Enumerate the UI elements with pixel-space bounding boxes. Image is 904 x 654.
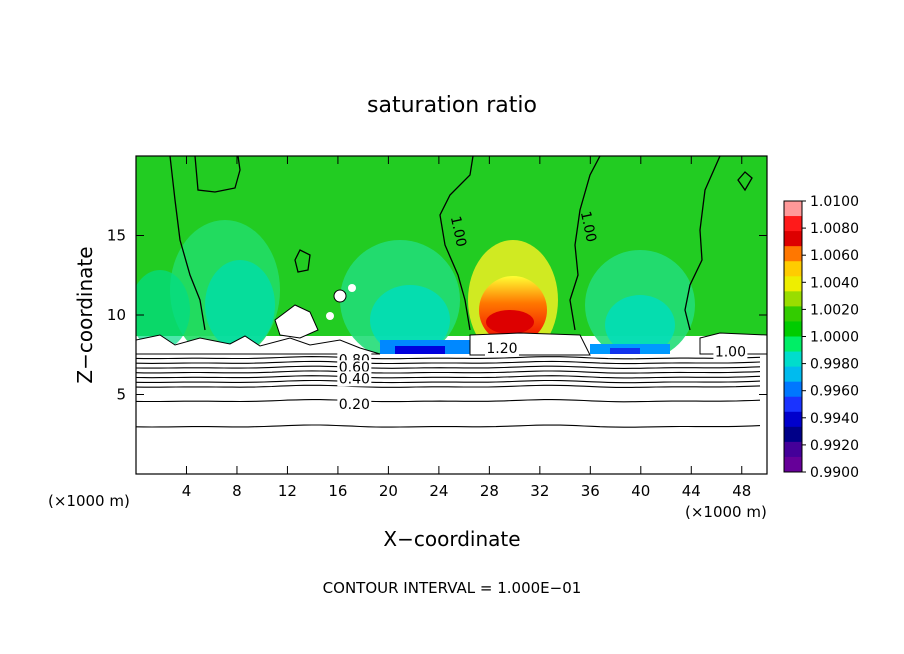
heatmap-cyan-zone bbox=[205, 260, 275, 350]
contour-line bbox=[135, 356, 761, 360]
contour-line-1.00 bbox=[169, 156, 206, 331]
colorbar-band bbox=[784, 231, 802, 247]
contour-label: 1.00 bbox=[577, 210, 599, 244]
colorbar-band bbox=[784, 441, 802, 458]
contour-line-1.00 bbox=[194, 156, 241, 193]
x-tick-label: 44 bbox=[682, 482, 701, 500]
contour-label-bg bbox=[713, 344, 748, 360]
colorbar-label: 1.0100 bbox=[810, 194, 859, 210]
contour-line bbox=[135, 365, 761, 369]
heatmap-cyan-zone bbox=[605, 295, 675, 355]
colorbar-band bbox=[784, 321, 802, 337]
colorbar-band bbox=[784, 381, 802, 398]
heatmap-blue-band bbox=[610, 348, 640, 354]
colorbar-band bbox=[784, 276, 802, 292]
colorbar-label: 0.9940 bbox=[810, 411, 859, 427]
y-tick-label: 5 bbox=[116, 386, 126, 404]
x-tick-label: 12 bbox=[278, 482, 297, 500]
colorbar-band bbox=[784, 351, 802, 368]
colorbar-band bbox=[784, 426, 802, 443]
heatmap-blue-band bbox=[395, 346, 445, 354]
contour-label: 0.40 bbox=[339, 371, 370, 387]
x-axis: 4 8 12 16 20 24 28 32 36 40 44 48 bbox=[182, 156, 751, 500]
contour-line-1.00 bbox=[439, 156, 474, 331]
contour-labels: 1.001.001.201.000.800.600.400.20 bbox=[337, 210, 748, 413]
contour-line-1.00 bbox=[294, 249, 311, 273]
contour-line bbox=[135, 379, 761, 384]
contour-line bbox=[135, 375, 761, 379]
x-tick-label: 20 bbox=[379, 482, 398, 500]
y-tick-label: 10 bbox=[107, 306, 126, 324]
contour-line bbox=[135, 384, 761, 388]
colorbar-label: 0.9980 bbox=[810, 357, 859, 373]
contour-label: 0.20 bbox=[339, 397, 370, 413]
colorbar-label: 1.0020 bbox=[810, 302, 859, 318]
contour-line-1.00 bbox=[737, 171, 753, 192]
heatmap-white-patch bbox=[348, 284, 356, 292]
contour-line bbox=[135, 399, 761, 403]
x-tick-label: 32 bbox=[530, 482, 549, 500]
colorbar-band bbox=[784, 396, 802, 413]
y-tick-label: 15 bbox=[107, 227, 126, 245]
colorbar-label: 0.9920 bbox=[810, 438, 859, 454]
x-tick-label: 28 bbox=[480, 482, 499, 500]
chart-title: saturation ratio bbox=[367, 93, 537, 118]
colorbar-label: 0.9960 bbox=[810, 384, 859, 400]
contour-line bbox=[135, 370, 761, 374]
contour-interval-footer: CONTOUR INTERVAL = 1.000E−01 bbox=[323, 579, 582, 597]
x-unit-left: (×1000 m) bbox=[48, 492, 130, 510]
x-tick-label: 40 bbox=[631, 482, 650, 500]
x-tick-label: 4 bbox=[182, 482, 192, 500]
colorbar: 1.0100 1.0080 1.0060 1.0040 1.0020 1.0000 0.99… bbox=[783, 194, 859, 481]
contour-label-bg bbox=[337, 371, 372, 387]
colorbar-band bbox=[784, 261, 802, 277]
colorbar-band bbox=[784, 456, 802, 473]
x-unit-right: (×1000 m) bbox=[685, 503, 767, 521]
x-tick-label: 48 bbox=[732, 482, 751, 500]
colorbar-label: 1.0080 bbox=[810, 221, 859, 237]
contour-label: 1.20 bbox=[486, 341, 517, 357]
x-tick-label: 36 bbox=[581, 482, 600, 500]
heatmap-cyan-zone bbox=[136, 270, 190, 350]
heatmap-white-patch bbox=[274, 304, 319, 339]
colorbar-band bbox=[784, 201, 802, 217]
contour-label-bg bbox=[484, 341, 519, 357]
heatmap-cyan-zone bbox=[370, 285, 450, 355]
colorbar-band bbox=[784, 411, 802, 428]
colorbar-band bbox=[784, 246, 802, 262]
x-tick-label: 16 bbox=[328, 482, 347, 500]
contour-line bbox=[135, 360, 761, 365]
heatmap-white-patch bbox=[333, 289, 347, 303]
contour-line bbox=[135, 424, 761, 428]
colorbar-label: 0.9900 bbox=[810, 465, 859, 481]
colorbar-band bbox=[784, 216, 802, 232]
heatmap-white-region bbox=[136, 354, 767, 474]
y-axis: 5 10 15 bbox=[107, 227, 767, 404]
colorbar-band bbox=[784, 306, 802, 322]
colorbar-label: 1.0040 bbox=[810, 275, 859, 291]
heatmap-red-zone bbox=[486, 310, 534, 334]
contour-label: 1.00 bbox=[447, 215, 469, 249]
heatmap-white-patch bbox=[326, 312, 334, 320]
y-axis-label: Z−coordinate bbox=[73, 246, 97, 383]
x-tick-label: 24 bbox=[429, 482, 448, 500]
colorbar-band bbox=[784, 291, 802, 307]
colorbar-label: 1.0060 bbox=[810, 248, 859, 264]
heatmap-white-patch bbox=[136, 334, 381, 355]
colorbar-band bbox=[784, 336, 802, 353]
colorbar-label: 1.0000 bbox=[810, 330, 859, 346]
contour-lines bbox=[135, 356, 761, 428]
plot-area bbox=[136, 156, 767, 474]
colorbar-band bbox=[784, 366, 802, 383]
x-axis-label: X−coordinate bbox=[383, 527, 520, 551]
contour-line-1.00 bbox=[569, 156, 601, 331]
contour-label-bg bbox=[337, 396, 372, 412]
x-tick-label: 8 bbox=[232, 482, 242, 500]
contour-label: 1.00 bbox=[715, 344, 746, 360]
contour-line-1.00 bbox=[684, 156, 721, 331]
